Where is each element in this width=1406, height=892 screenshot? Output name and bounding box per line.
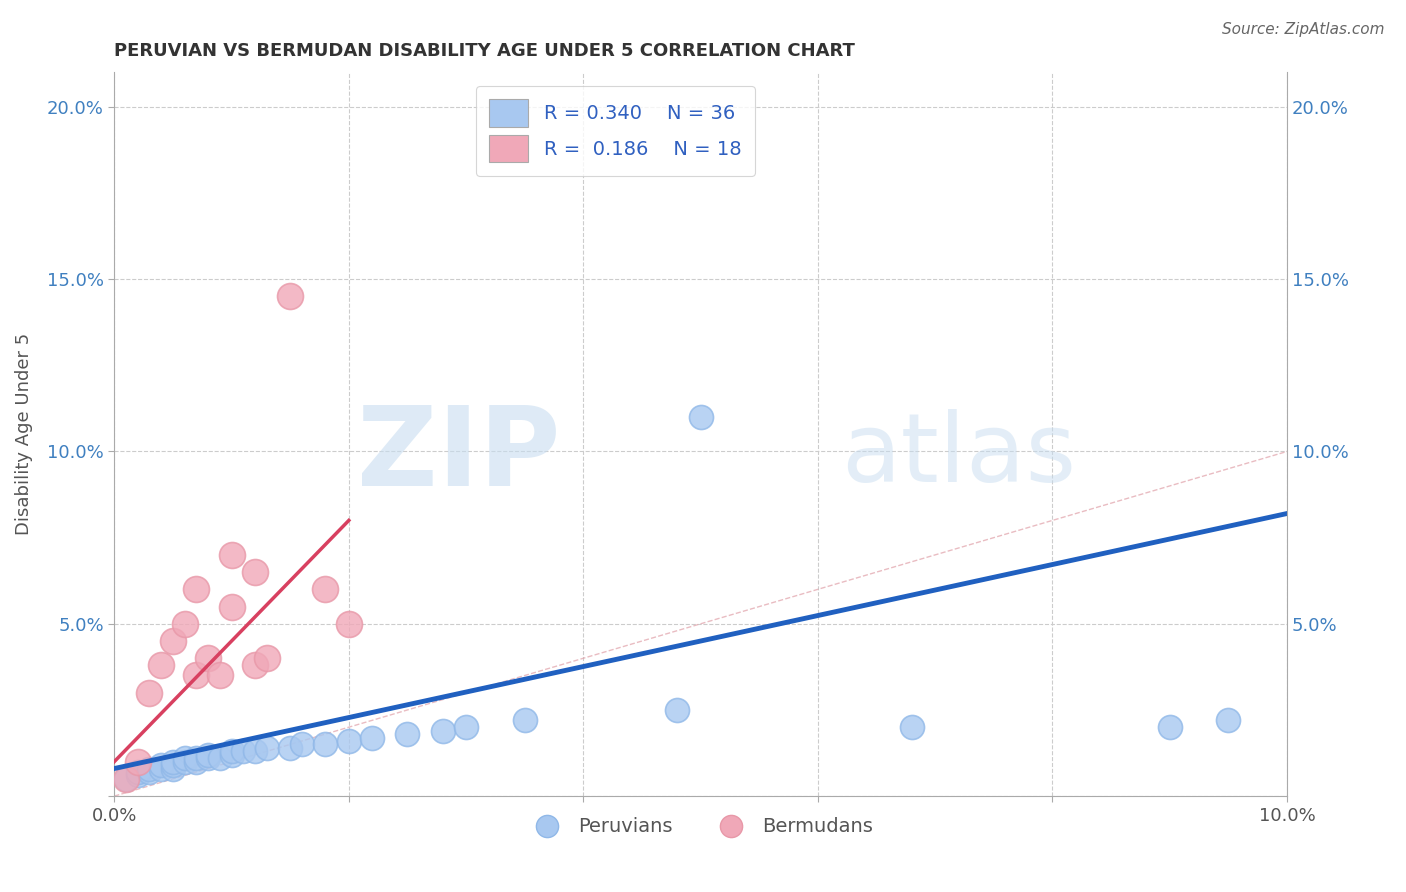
Legend: Peruvians, Bermudans: Peruvians, Bermudans	[520, 810, 882, 844]
Point	[243, 565, 266, 579]
Text: PERUVIAN VS BERMUDAN DISABILITY AGE UNDER 5 CORRELATION CHART: PERUVIAN VS BERMUDAN DISABILITY AGE UNDE…	[114, 42, 855, 60]
Point	[314, 582, 336, 597]
Point	[115, 772, 138, 786]
Point	[173, 755, 195, 769]
Point	[337, 734, 360, 748]
Point	[173, 751, 195, 765]
Point	[197, 651, 219, 665]
Point	[150, 762, 173, 776]
Point	[221, 747, 243, 762]
Point	[127, 764, 149, 779]
Point	[221, 548, 243, 562]
Point	[138, 762, 160, 776]
Point	[256, 651, 278, 665]
Point	[186, 751, 208, 765]
Point	[232, 744, 254, 758]
Point	[243, 744, 266, 758]
Point	[150, 758, 173, 772]
Point	[456, 720, 478, 734]
Point	[432, 723, 454, 738]
Point	[221, 744, 243, 758]
Point	[173, 616, 195, 631]
Point	[666, 703, 689, 717]
Point	[197, 751, 219, 765]
Point	[1159, 720, 1181, 734]
Point	[162, 758, 184, 772]
Point	[162, 762, 184, 776]
Point	[186, 582, 208, 597]
Point	[127, 768, 149, 782]
Point	[291, 738, 314, 752]
Text: atlas: atlas	[841, 409, 1077, 502]
Point	[1218, 713, 1240, 727]
Point	[162, 755, 184, 769]
Point	[513, 713, 536, 727]
Point	[162, 634, 184, 648]
Point	[900, 720, 922, 734]
Point	[689, 410, 711, 425]
Point	[150, 658, 173, 673]
Point	[278, 289, 301, 303]
Point	[361, 731, 384, 745]
Point	[186, 755, 208, 769]
Point	[256, 740, 278, 755]
Point	[208, 668, 231, 682]
Point	[186, 668, 208, 682]
Point	[337, 616, 360, 631]
Point	[138, 686, 160, 700]
Point	[314, 738, 336, 752]
Point	[127, 755, 149, 769]
Text: ZIP: ZIP	[357, 402, 560, 509]
Y-axis label: Disability Age Under 5: Disability Age Under 5	[15, 333, 32, 535]
Point	[208, 751, 231, 765]
Point	[138, 764, 160, 779]
Point	[221, 599, 243, 614]
Point	[115, 772, 138, 786]
Text: Source: ZipAtlas.com: Source: ZipAtlas.com	[1222, 22, 1385, 37]
Point	[396, 727, 419, 741]
Point	[243, 658, 266, 673]
Point	[278, 740, 301, 755]
Point	[197, 747, 219, 762]
